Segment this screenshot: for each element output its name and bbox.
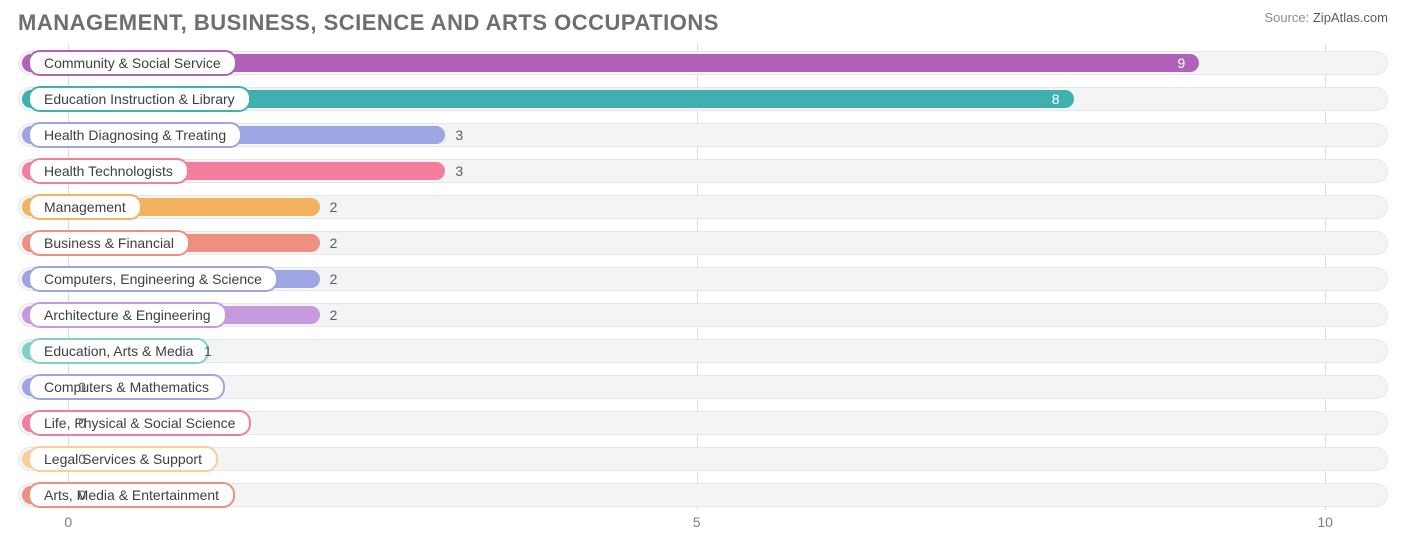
bar-value: 1 bbox=[204, 343, 212, 359]
plot-area: Community & Social Service 9 Education Ins… bbox=[18, 44, 1388, 534]
category-pill: Arts, Media & Entertainment bbox=[28, 482, 235, 508]
bar-row: Arts, Media & Entertainment0 bbox=[18, 480, 1388, 510]
bar-row: Computers & Mathematics0 bbox=[18, 372, 1388, 402]
category-pill: Health Technologists bbox=[28, 158, 189, 184]
category-pill: Computers, Engineering & Science bbox=[28, 266, 278, 292]
bar-value: 9 bbox=[1177, 55, 1185, 71]
bar-row: Legal Services & Support0 bbox=[18, 444, 1388, 474]
bar-row: Architecture & Engineering 2 bbox=[18, 300, 1388, 330]
bar-row: Community & Social Service 9 bbox=[18, 48, 1388, 78]
bar-value: 0 bbox=[78, 451, 86, 467]
bar-value: 0 bbox=[78, 415, 86, 431]
x-tick-label: 5 bbox=[693, 514, 701, 530]
chart-title: MANAGEMENT, BUSINESS, SCIENCE AND ARTS O… bbox=[18, 10, 719, 36]
category-pill: Computers & Mathematics bbox=[28, 374, 225, 400]
bar-value: 8 bbox=[1052, 91, 1060, 107]
source-site: ZipAtlas.com bbox=[1313, 10, 1388, 25]
bar-value: 3 bbox=[455, 127, 463, 143]
x-tick-label: 0 bbox=[64, 514, 72, 530]
x-axis: 0 5 10 bbox=[18, 514, 1388, 534]
bar-row: Education Instruction & Library 8 bbox=[18, 84, 1388, 114]
category-pill: Health Diagnosing & Treating bbox=[28, 122, 242, 148]
bar-value: 2 bbox=[330, 307, 338, 323]
bar-row: Health Technologists 3 bbox=[18, 156, 1388, 186]
category-pill: Education Instruction & Library bbox=[28, 86, 251, 112]
header: MANAGEMENT, BUSINESS, SCIENCE AND ARTS O… bbox=[18, 10, 1388, 36]
chart-container: MANAGEMENT, BUSINESS, SCIENCE AND ARTS O… bbox=[0, 0, 1406, 559]
category-pill: Business & Financial bbox=[28, 230, 190, 256]
bar-value: 2 bbox=[330, 271, 338, 287]
category-pill: Legal Services & Support bbox=[28, 446, 218, 472]
bar-row: Business & Financial 2 bbox=[18, 228, 1388, 258]
bar-track bbox=[18, 447, 1388, 471]
bar-value: 2 bbox=[330, 199, 338, 215]
bar-row: Computers, Engineering & Science 2 bbox=[18, 264, 1388, 294]
bar-value: 2 bbox=[330, 235, 338, 251]
bar-row: Management 2 bbox=[18, 192, 1388, 222]
category-pill: Community & Social Service bbox=[28, 50, 237, 76]
bar-rows: Community & Social Service 9 Education Ins… bbox=[18, 48, 1388, 510]
source-attribution: Source: ZipAtlas.com bbox=[1264, 10, 1388, 25]
bar-row: Education, Arts & Media1 bbox=[18, 336, 1388, 366]
bar-row: Life, Physical & Social Science0 bbox=[18, 408, 1388, 438]
bar-track bbox=[18, 339, 1388, 363]
x-tick-label: 10 bbox=[1317, 514, 1333, 530]
category-pill: Architecture & Engineering bbox=[28, 302, 227, 328]
bar-value: 0 bbox=[78, 379, 86, 395]
category-pill: Education, Arts & Media bbox=[28, 338, 209, 364]
bar-value: 0 bbox=[78, 487, 86, 503]
bar-row: Health Diagnosing & Treating 3 bbox=[18, 120, 1388, 150]
category-pill: Management bbox=[28, 194, 142, 220]
source-label: Source: bbox=[1264, 10, 1309, 25]
category-pill: Life, Physical & Social Science bbox=[28, 410, 251, 436]
bar-value: 3 bbox=[455, 163, 463, 179]
